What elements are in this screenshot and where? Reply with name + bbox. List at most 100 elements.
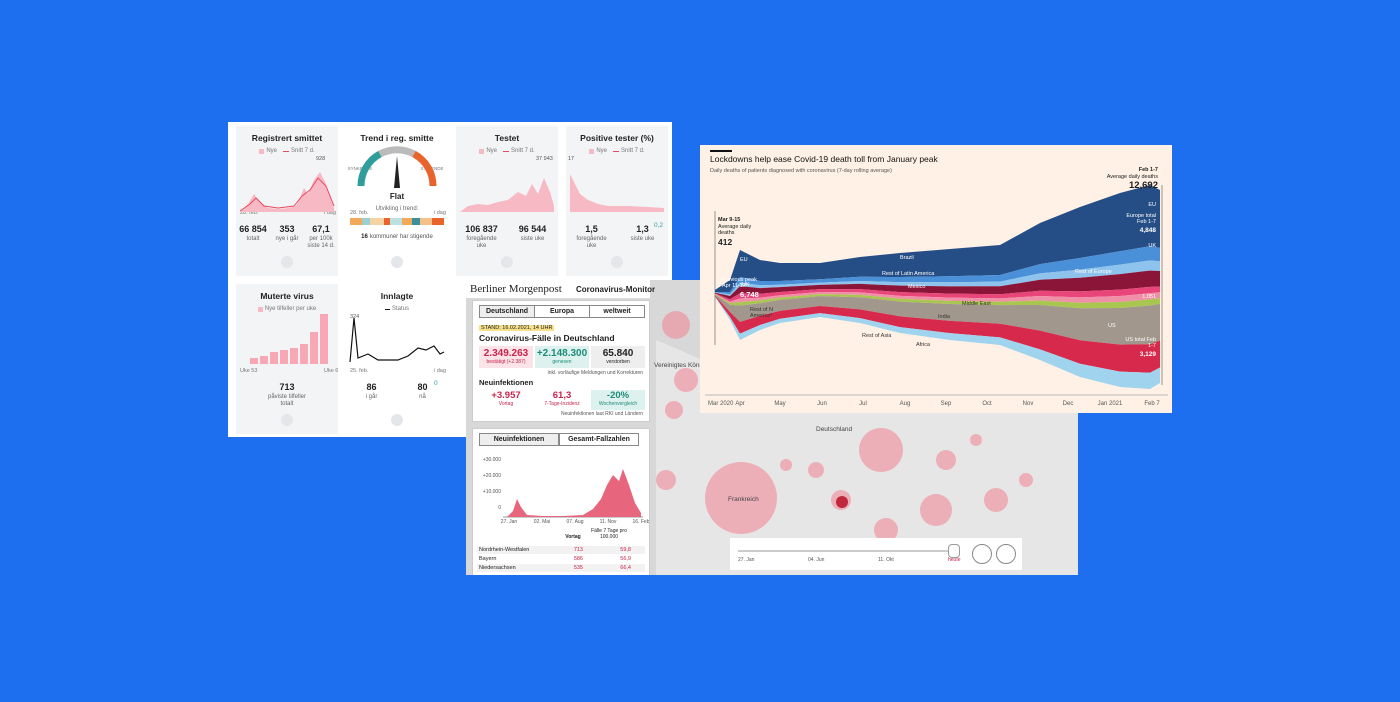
annotation: Feb 1-7 [1138,167,1158,173]
stat-value: 1,3 [636,224,649,234]
sparklines [239,146,664,364]
annotation: UK [1148,243,1156,249]
y-tick-label: +20.000 [482,473,501,480]
new-value: +3.957 [491,390,521,401]
x-tick-label: Jun [817,401,827,407]
legend-item: Snitt 7 d. [612,148,645,155]
expand-button[interactable] [391,256,403,268]
annotation: US total Feb 1-7 [1125,337,1156,350]
legend-swatch [282,150,289,153]
card-title: Registrert smittet [251,133,323,143]
bar [260,356,268,364]
x-tick-label: Sep [940,401,952,407]
bubble [674,368,698,392]
stat-label: siste uke [520,236,545,242]
expand-button[interactable] [611,256,623,268]
new-box: 61,3 7-Tage-Inzidenz [535,390,589,410]
stat-value: 86 [366,382,377,392]
stat-value: 80 [417,382,428,392]
new-label: Wochenvergleich [598,401,638,407]
stream-layer [715,270,1160,300]
prev-button[interactable] [972,544,992,564]
bar [250,358,258,364]
series-label: EU [740,257,748,263]
bubble [920,494,952,526]
legend-text: Nye [486,148,497,154]
area [570,174,664,212]
handle[interactable] [948,544,960,558]
peak-label: 37 943 [536,156,553,162]
bubbles [656,311,1033,542]
series-label: Mexico [908,284,926,290]
total-value: 2.349.263 [483,348,529,359]
tab[interactable]: Europa [534,305,590,318]
bubble [874,518,898,542]
stream-layer [715,185,1160,293]
axis-label: i dag [324,210,336,216]
legend: Nye Snitt 7 d. [566,148,668,155]
logo: Berliner Morgenpost [470,283,562,295]
axis-label: i dag [434,368,446,374]
next-button[interactable] [996,544,1016,564]
total-label: verstorben [606,359,630,365]
stripe [362,218,370,225]
card-title: Trend i reg. smitte [360,133,434,143]
bubble [665,401,683,419]
stat-label: siste uke [630,236,655,242]
legend: Nye tilfeller per uke [236,306,338,313]
bubble [970,434,982,446]
series-label: Rest of Europe [1075,269,1112,275]
count: 16 [361,234,368,240]
legend-text: Nye [266,148,277,154]
time-slider: 27. Jan 04. Jun 11. Okt heute [730,538,1022,570]
bar [300,344,308,364]
stripe [432,218,444,225]
axis-label: i dag [434,210,446,216]
total-label: genesen [552,359,572,365]
axis-label: 28. feb. [240,210,259,216]
stat-label: nå [419,394,426,400]
stripe [420,218,432,225]
heading: Neuinfektionen [479,378,534,387]
annotation: 3,129 [1139,351,1156,358]
count-row: 16 kommuner har stigende [346,234,448,241]
slider-label: 11. Okt [878,557,894,563]
stripe [402,218,412,225]
x-tick-label: Aug [899,401,911,407]
total-value: +2.148.300 [536,348,588,359]
x-tick-label: Nov [1022,401,1034,407]
x-tick-label: 11. Nov [599,519,617,525]
axis-label: 28. feb. [350,210,369,216]
stripe [412,218,420,225]
stream-layer [715,246,1160,295]
x-tick-label: Dec [1062,401,1074,407]
gauge-label: SYNKENDE [347,166,373,171]
needle [394,156,400,188]
tab[interactable]: Gesamt-Fallzahlen [559,433,639,446]
total-label: bestätigt (+2.387) [486,359,526,365]
bubble [656,470,676,490]
bar [290,348,298,364]
stat-label: nye i går [275,236,299,242]
area [240,172,334,212]
tab[interactable]: Deutschland [479,305,535,318]
stat-value: 66 854 [239,224,267,234]
change: 0 [434,380,438,387]
tab[interactable]: weltweit [589,305,645,318]
table-row [477,555,645,563]
expand-button[interactable] [281,414,293,426]
expand-button[interactable] [281,256,293,268]
tab[interactable]: Neuinfektionen [479,433,559,446]
legend-item: Nye tilfeller per uke [257,306,316,313]
legend: Nye Snitt 7 d. [236,148,338,155]
expand-button[interactable] [501,256,513,268]
legend-text: Snitt 7 d. [510,148,535,154]
series-label: US [1108,323,1116,329]
card-title: Innlagte [380,291,414,301]
legend-item: Nye [479,148,497,155]
annotation: Previous peak Apr 11-17 [722,277,757,290]
annotation: Average daily deaths [1106,174,1158,180]
map-label: Frankreich [728,496,759,503]
annotation: 412 [718,237,733,247]
expand-button[interactable] [391,414,403,426]
